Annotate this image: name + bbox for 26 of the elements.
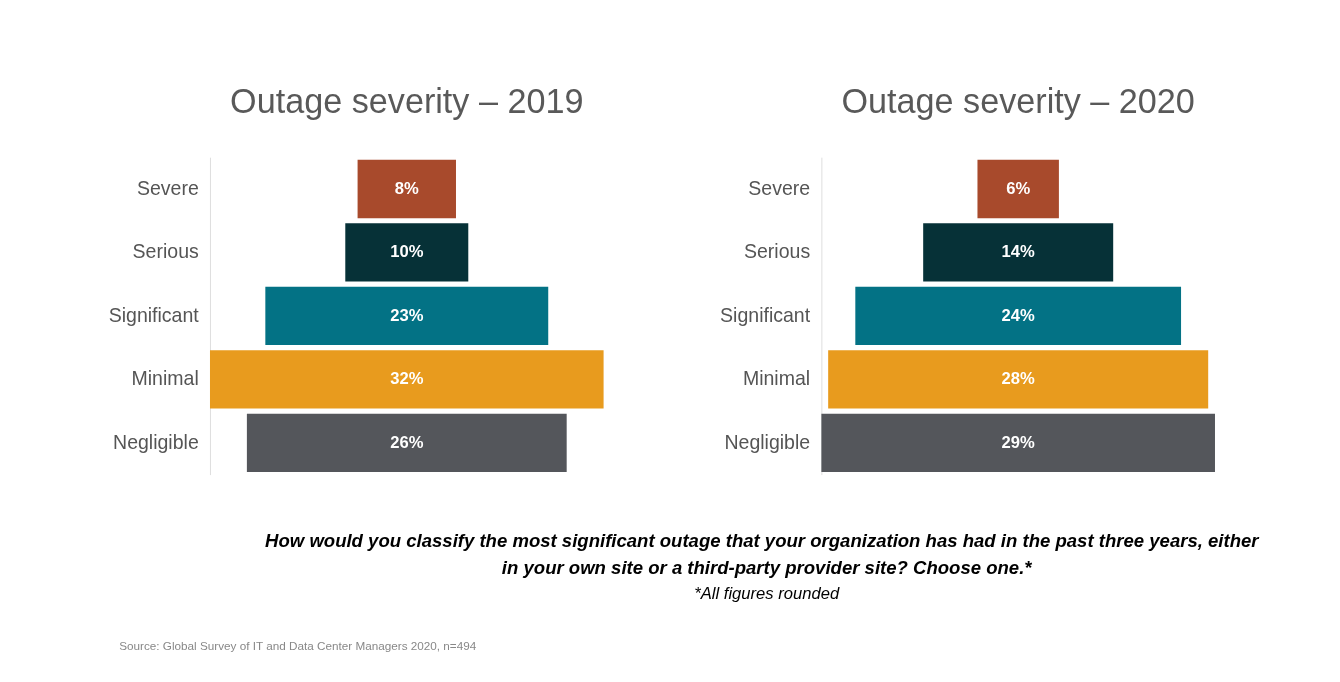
data-label: 28%	[1001, 369, 1036, 389]
text: *All figures rounded	[694, 583, 840, 603]
data-label: 14%	[1001, 242, 1036, 262]
category-label: Minimal	[131, 367, 199, 390]
text: How would you classify the most significant outage that your organization has had in the past three years, either	[265, 529, 1261, 551]
text: in your own site or a third-party provider site? Choose one.*	[501, 557, 1033, 579]
data-label: 10%	[390, 242, 424, 262]
category-label: Minimal	[742, 367, 811, 390]
data-label: 24%	[1001, 305, 1036, 325]
category-label: Serious	[743, 240, 811, 263]
category-label: Significant	[720, 303, 811, 326]
data-label: 32%	[390, 369, 424, 389]
data-label: 8%	[394, 178, 420, 198]
data-label: 6%	[1006, 178, 1031, 198]
text: Outage severity – 2020	[841, 82, 1195, 121]
category-label: Significant	[108, 303, 200, 326]
data-label: 26%	[390, 432, 424, 452]
category-label: Negligible	[724, 430, 811, 453]
data-label: 23%	[390, 305, 424, 325]
text: Outage severity – 2019	[230, 82, 584, 121]
source-note: Source: Global Survey of IT and Data Center Managers 2020, n=494	[119, 639, 477, 653]
category-label: Severe	[136, 176, 199, 199]
data-label: 29%	[1001, 432, 1036, 452]
category-label: Negligible	[113, 430, 199, 453]
category-label: Serious	[132, 240, 199, 263]
category-label: Severe	[748, 176, 811, 199]
